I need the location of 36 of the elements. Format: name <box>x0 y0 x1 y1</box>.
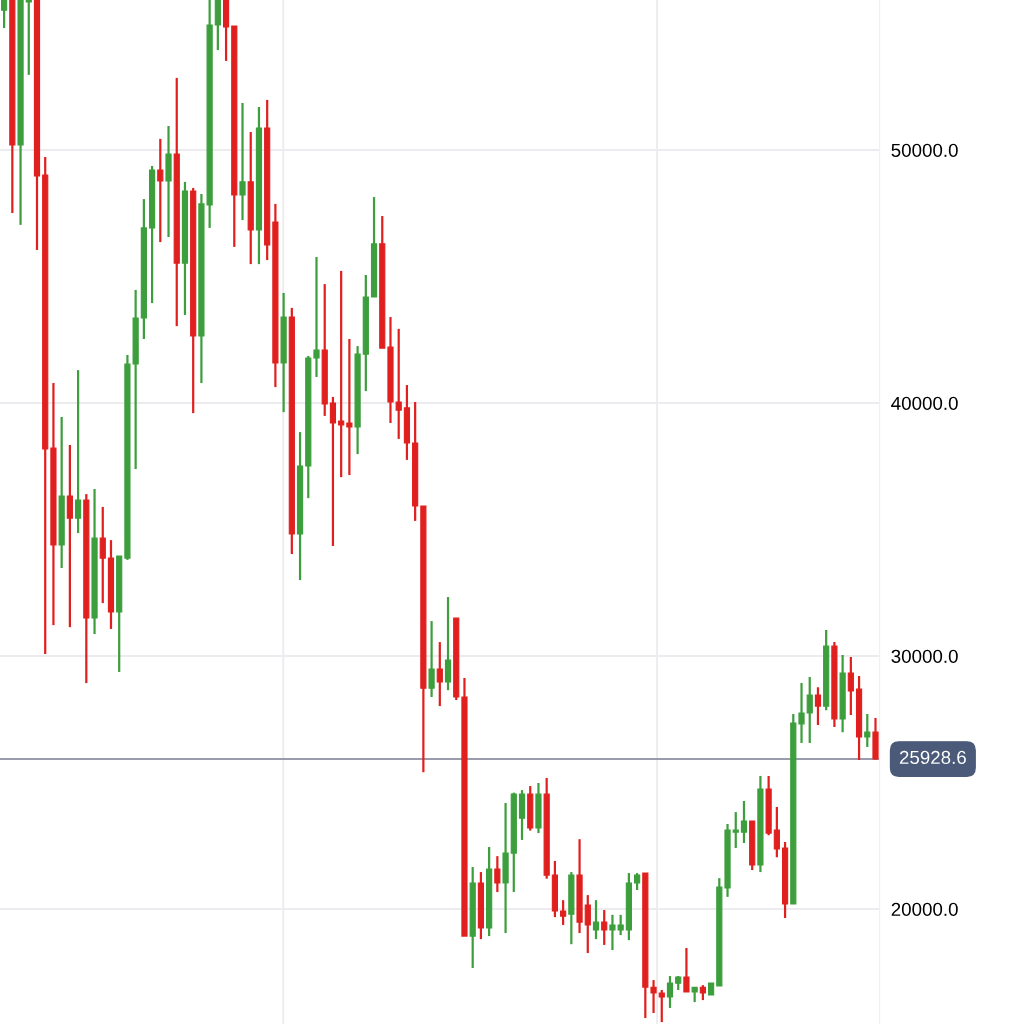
candlestick <box>25 0 32 76</box>
candlestick <box>436 640 443 708</box>
candlestick <box>444 595 452 692</box>
ref-line-label: 25928.6 <box>899 750 966 765</box>
y-tick-label: 20000.0 <box>891 902 958 916</box>
candlestick <box>592 899 600 941</box>
candlestick <box>658 988 665 1024</box>
candlestick <box>814 686 822 727</box>
candlestick <box>1 0 8 30</box>
candlestick <box>313 255 320 379</box>
candlestick <box>732 811 739 850</box>
candlestick <box>864 712 871 749</box>
candlestick <box>239 101 246 222</box>
candlestick <box>395 327 402 441</box>
candlestick <box>666 974 674 1010</box>
candlestick <box>99 505 106 605</box>
y-tick-label: 40000.0 <box>891 396 958 410</box>
candlestick <box>773 805 780 859</box>
candlestick <box>428 619 435 699</box>
candlestick <box>798 681 805 745</box>
candlestick <box>740 799 748 845</box>
y-tick-label: 30000.0 <box>891 649 958 663</box>
candlestick <box>494 855 501 894</box>
candlestick <box>683 946 690 994</box>
candlestick <box>560 899 567 927</box>
candlestick <box>584 893 591 955</box>
candlestick <box>329 395 337 548</box>
candlestick <box>806 675 813 745</box>
candlestick <box>74 369 82 535</box>
candlestick <box>157 137 164 244</box>
candlestick <box>338 269 345 479</box>
candlestick <box>66 443 73 629</box>
candlestick <box>601 908 608 947</box>
candlestick <box>847 655 854 717</box>
y-tick-label: 50000.0 <box>891 143 958 157</box>
candlestick <box>346 337 353 477</box>
